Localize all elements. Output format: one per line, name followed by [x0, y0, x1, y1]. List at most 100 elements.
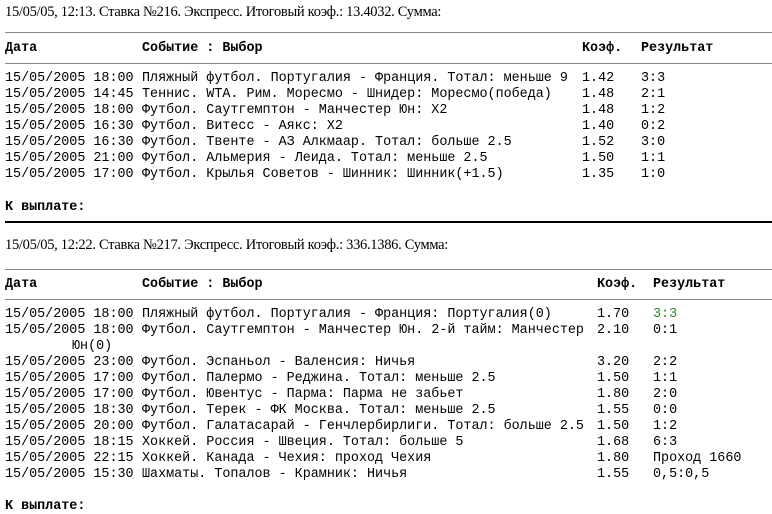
cell-coef: 2.10: [597, 323, 630, 338]
cell-result: 1:2: [653, 419, 678, 434]
cell-coef: 1.55: [597, 467, 630, 482]
cell-coef: 3.20: [597, 355, 630, 370]
cell-event: Пляжный футбол. Португалия - Франция. То…: [142, 71, 568, 86]
cell-date: 15/05/2005 16:30: [5, 135, 134, 150]
table-row: 15/05/2005 15:30 Шахматы. Топалов - Крамн…: [5, 467, 772, 483]
cell-event: Хоккей. Канада - Чехия: проход Чехия: [142, 451, 432, 466]
table-header: Дата Событие : Выбор Коэф. Результат: [5, 41, 772, 57]
cell-date: 15/05/2005 23:00: [5, 355, 134, 370]
payout-label: К выплате:: [5, 200, 86, 215]
cell-date: 15/05/2005 18:00: [5, 103, 134, 118]
cell-coef: 1.48: [582, 87, 615, 102]
divider: [5, 269, 772, 270]
table-row: 15/05/2005 20:00 Футбол. Галатасарай - Ге…: [5, 419, 772, 435]
divider: [5, 32, 772, 33]
header-event: Событие : Выбор: [142, 41, 263, 56]
table-header: Дата Событие : Выбор Коэф. Результат: [5, 277, 772, 293]
cell-date: 15/05/2005 15:30: [5, 467, 134, 482]
cell-result: 2:2: [653, 355, 678, 370]
cell-result: Проход 1660: [653, 451, 742, 466]
header-result: Результат: [653, 277, 726, 292]
cell-date: 15/05/2005 17:00: [5, 387, 134, 402]
cell-event: Футбол. Крылья Советов - Шинник: Шинник(…: [142, 167, 504, 182]
cell-coef: 1.80: [597, 387, 630, 402]
cell-coef: 1.40: [582, 119, 615, 134]
cell-date: 15/05/2005 16:30: [5, 119, 134, 134]
cell-event: Футбол. Саутгемптон - Манчестер Юн. 2-й …: [142, 323, 584, 338]
header-result: Результат: [641, 41, 714, 56]
cell-result: 1:0: [641, 167, 666, 182]
cell-date: 15/05/2005 18:15: [5, 435, 134, 450]
cell-result: 1:2: [641, 103, 666, 118]
cell-coef: 1.50: [582, 151, 615, 166]
table-row: 15/05/2005 22:15 Хоккей. Канада - Чехия: …: [5, 451, 772, 467]
header-event: Событие : Выбор: [142, 277, 263, 292]
cell-coef: 1.70: [597, 307, 630, 322]
cell-result: 2:1: [641, 87, 666, 102]
cell-event: Футбол. Эспаньол - Валенсия: Ничья: [142, 355, 416, 370]
cell-result: 1:1: [653, 371, 678, 386]
cell-date: 15/05/2005 21:00: [5, 151, 134, 166]
cell-date: 15/05/2005 17:00: [5, 167, 134, 182]
section-separator: [5, 221, 772, 223]
cell-event-continuation: Юн(0): [72, 339, 113, 354]
cell-event: Футбол. Терек - ФК Москва. Тотал: меньше…: [142, 403, 496, 418]
divider: [5, 63, 772, 64]
cell-event: Футбол. Твенте - АЗ Алкмаар. Тотал: боль…: [142, 135, 512, 150]
cell-event: Футбол. Альмерия - Леида. Тотал: меньше …: [142, 151, 488, 166]
cell-date: 15/05/2005 17:00: [5, 371, 134, 386]
cell-event: Теннис. WTA. Рим. Моресмо - Шнидер: Море…: [142, 87, 552, 102]
cell-result: 0:1: [653, 323, 678, 338]
cell-date: 15/05/2005 18:30: [5, 403, 134, 418]
table-row: 15/05/2005 17:00 Футбол. Ювентус - Парма:…: [5, 387, 772, 403]
cell-date: 15/05/2005 20:00: [5, 419, 134, 434]
cell-date: 15/05/2005 18:00: [5, 323, 134, 338]
cell-result: 6:3: [653, 435, 678, 450]
header-date: Дата: [5, 41, 38, 56]
cell-result: 1:1: [641, 151, 666, 166]
cell-coef: 1.48: [582, 103, 615, 118]
table-row: 15/05/2005 18:30 Футбол. Терек - ФК Москв…: [5, 403, 772, 419]
cell-coef: 1.80: [597, 451, 630, 466]
cell-event: Футбол. Галатасарай - Генчлербирлиги. То…: [142, 419, 584, 434]
cell-result: 3:0: [641, 135, 666, 150]
cell-coef: 1.50: [597, 371, 630, 386]
table-row: 15/05/2005 21:00 Футбол. Альмерия - Леида…: [5, 151, 772, 167]
cell-event: Футбол. Саутгемптон - Манчестер Юн: X2: [142, 103, 448, 118]
table-row: 15/05/2005 17:00 Футбол. Палермо - Реджин…: [5, 371, 772, 387]
cell-result: 2:0: [653, 387, 678, 402]
table-row: 15/05/2005 16:30 Футбол. Твенте - АЗ Алкм…: [5, 135, 772, 151]
table-row: 15/05/2005 17:00 Футбол. Крылья Советов -…: [5, 167, 772, 183]
cell-coef: 1.52: [582, 135, 615, 150]
cell-date: 15/05/2005 22:15: [5, 451, 134, 466]
table-row: 15/05/2005 18:00 Пляжный футбол. Португал…: [5, 307, 772, 323]
cell-result: 3:3: [641, 71, 666, 86]
bet-title: 15/05/05, 12:22. Ставка №217. Экспресс. …: [5, 237, 449, 253]
cell-event: Футбол. Ювентус - Парма: Парма не забьет: [142, 387, 464, 402]
header-coef: Коэф.: [582, 41, 623, 56]
cell-coef: 1.35: [582, 167, 615, 182]
table-row: 15/05/2005 18:15 Хоккей. Россия - Швеция.…: [5, 435, 772, 451]
cell-coef: 1.50: [597, 419, 630, 434]
cell-result: 0:2: [641, 119, 666, 134]
divider: [5, 299, 772, 300]
cell-event: Хоккей. Россия - Швеция. Тотал: больше 5: [142, 435, 464, 450]
cell-result: 0:0: [653, 403, 678, 418]
header-coef: Коэф.: [597, 277, 638, 292]
cell-date: 15/05/2005 18:00: [5, 71, 134, 86]
cell-event: Футбол. Витесс - Аякс: X2: [142, 119, 343, 134]
cell-result: 0,5:0,5: [653, 467, 710, 482]
cell-coef: 1.68: [597, 435, 630, 450]
table-row: 15/05/2005 18:00 Футбол. Саутгемптон - Ма…: [5, 103, 772, 119]
cell-result: 3:3: [653, 307, 678, 322]
header-date: Дата: [5, 277, 38, 292]
cell-event: Пляжный футбол. Португалия - Франция: По…: [142, 307, 552, 322]
table-row: 15/05/2005 14:45 Теннис. WTA. Рим. Моресм…: [5, 87, 772, 103]
cell-date: 15/05/2005 14:45: [5, 87, 134, 102]
cell-event: Футбол. Палермо - Реджина. Тотал: меньше…: [142, 371, 496, 386]
cell-coef: 1.42: [582, 71, 615, 86]
table-row: 15/05/2005 18:00 Футбол. Саутгемптон - Ма…: [5, 323, 772, 355]
bet-title: 15/05/05, 12:13. Ставка №216. Экспресс. …: [5, 4, 442, 20]
payout-label: К выплате:: [5, 499, 86, 514]
cell-date: 15/05/2005 18:00: [5, 307, 134, 322]
